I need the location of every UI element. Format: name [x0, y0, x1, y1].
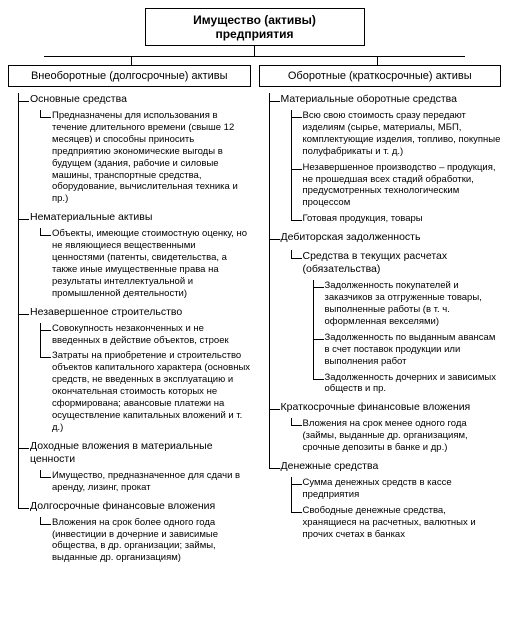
- node-label: Долгосрочные финансовые вложения: [30, 500, 251, 513]
- node-desc: Готовая продукция, товары: [291, 213, 502, 225]
- node-desc: Вложения на срок менее одного года (займ…: [291, 418, 502, 454]
- tree-node: Средства в текущих расчетах (обязательст…: [291, 250, 502, 395]
- node-desc: Имущество, предназначенное для сдачи в а…: [40, 470, 251, 494]
- node-desc: Незавершенное производство – продукция, …: [291, 162, 502, 210]
- node-label: Незавершенное строительство: [30, 306, 251, 319]
- node-label: Нематериальные активы: [30, 211, 251, 224]
- node-desc: Совокупность незаконченных и не введенны…: [40, 323, 251, 347]
- node-desc: Затраты на приобретение и строительство …: [40, 350, 251, 433]
- branch-title: Внеоборотные (долгосрочные) активы: [8, 65, 251, 87]
- tree-node: Денежные средства Сумма денежных средств…: [269, 460, 502, 541]
- tree-node: Основные средства Предназначены для испо…: [18, 93, 251, 205]
- node-desc: Сумма денежных средств в кассе предприят…: [291, 477, 502, 501]
- tree-node: Дебиторская задолженность Средства в тек…: [269, 231, 502, 395]
- node-desc: Задолженность покупателей и заказчиков з…: [313, 280, 502, 328]
- node-desc: Объекты, имеющие стоимостную оценку, но …: [40, 228, 251, 299]
- branch-title: Оборотные (краткосрочные) активы: [259, 65, 502, 87]
- node-label: Доходные вложения в материальные ценност…: [30, 440, 251, 466]
- tree-node: Долгосрочные финансовые вложения Вложени…: [18, 500, 251, 565]
- tree-node: Материальные оборотные средства Всю свою…: [269, 93, 502, 225]
- connector: [377, 57, 378, 65]
- branch-right: Оборотные (краткосрочные) активы Материа…: [259, 65, 502, 564]
- root-title: Имущество (активы) предприятия: [145, 8, 365, 46]
- node-label: Основные средства: [30, 93, 251, 106]
- branch-left: Внеоборотные (долгосрочные) активы Основ…: [8, 65, 251, 564]
- node-desc: Вложения на срок более одного года (инве…: [40, 517, 251, 565]
- tree-node: Доходные вложения в материальные ценност…: [18, 440, 251, 494]
- node-label: Дебиторская задолженность: [281, 231, 502, 244]
- node-label: Краткосрочные финансовые вложения: [281, 401, 502, 414]
- node-desc: Предназначены для использования в течени…: [40, 110, 251, 205]
- node-desc: Свободные денежные средства, хранящиеся …: [291, 505, 502, 541]
- connector: [254, 46, 255, 56]
- tree-node: Нематериальные активы Объекты, имеющие с…: [18, 211, 251, 299]
- node-desc: Задолженность по выданным авансам в счет…: [313, 332, 502, 368]
- tree-node: Незавершенное строительство Совокупность…: [18, 306, 251, 434]
- node-label: Материальные оборотные средства: [281, 93, 502, 106]
- tree-node: Краткосрочные финансовые вложения Вложен…: [269, 401, 502, 454]
- node-desc: Всю свою стоимость сразу передают издели…: [291, 110, 502, 158]
- node-label: Средства в текущих расчетах (обязательст…: [303, 250, 502, 276]
- node-desc: Задолженность дочерних и зависимых общес…: [313, 372, 502, 396]
- branches: Внеоборотные (долгосрочные) активы Основ…: [8, 65, 501, 564]
- connector: [131, 57, 132, 65]
- node-label: Денежные средства: [281, 460, 502, 473]
